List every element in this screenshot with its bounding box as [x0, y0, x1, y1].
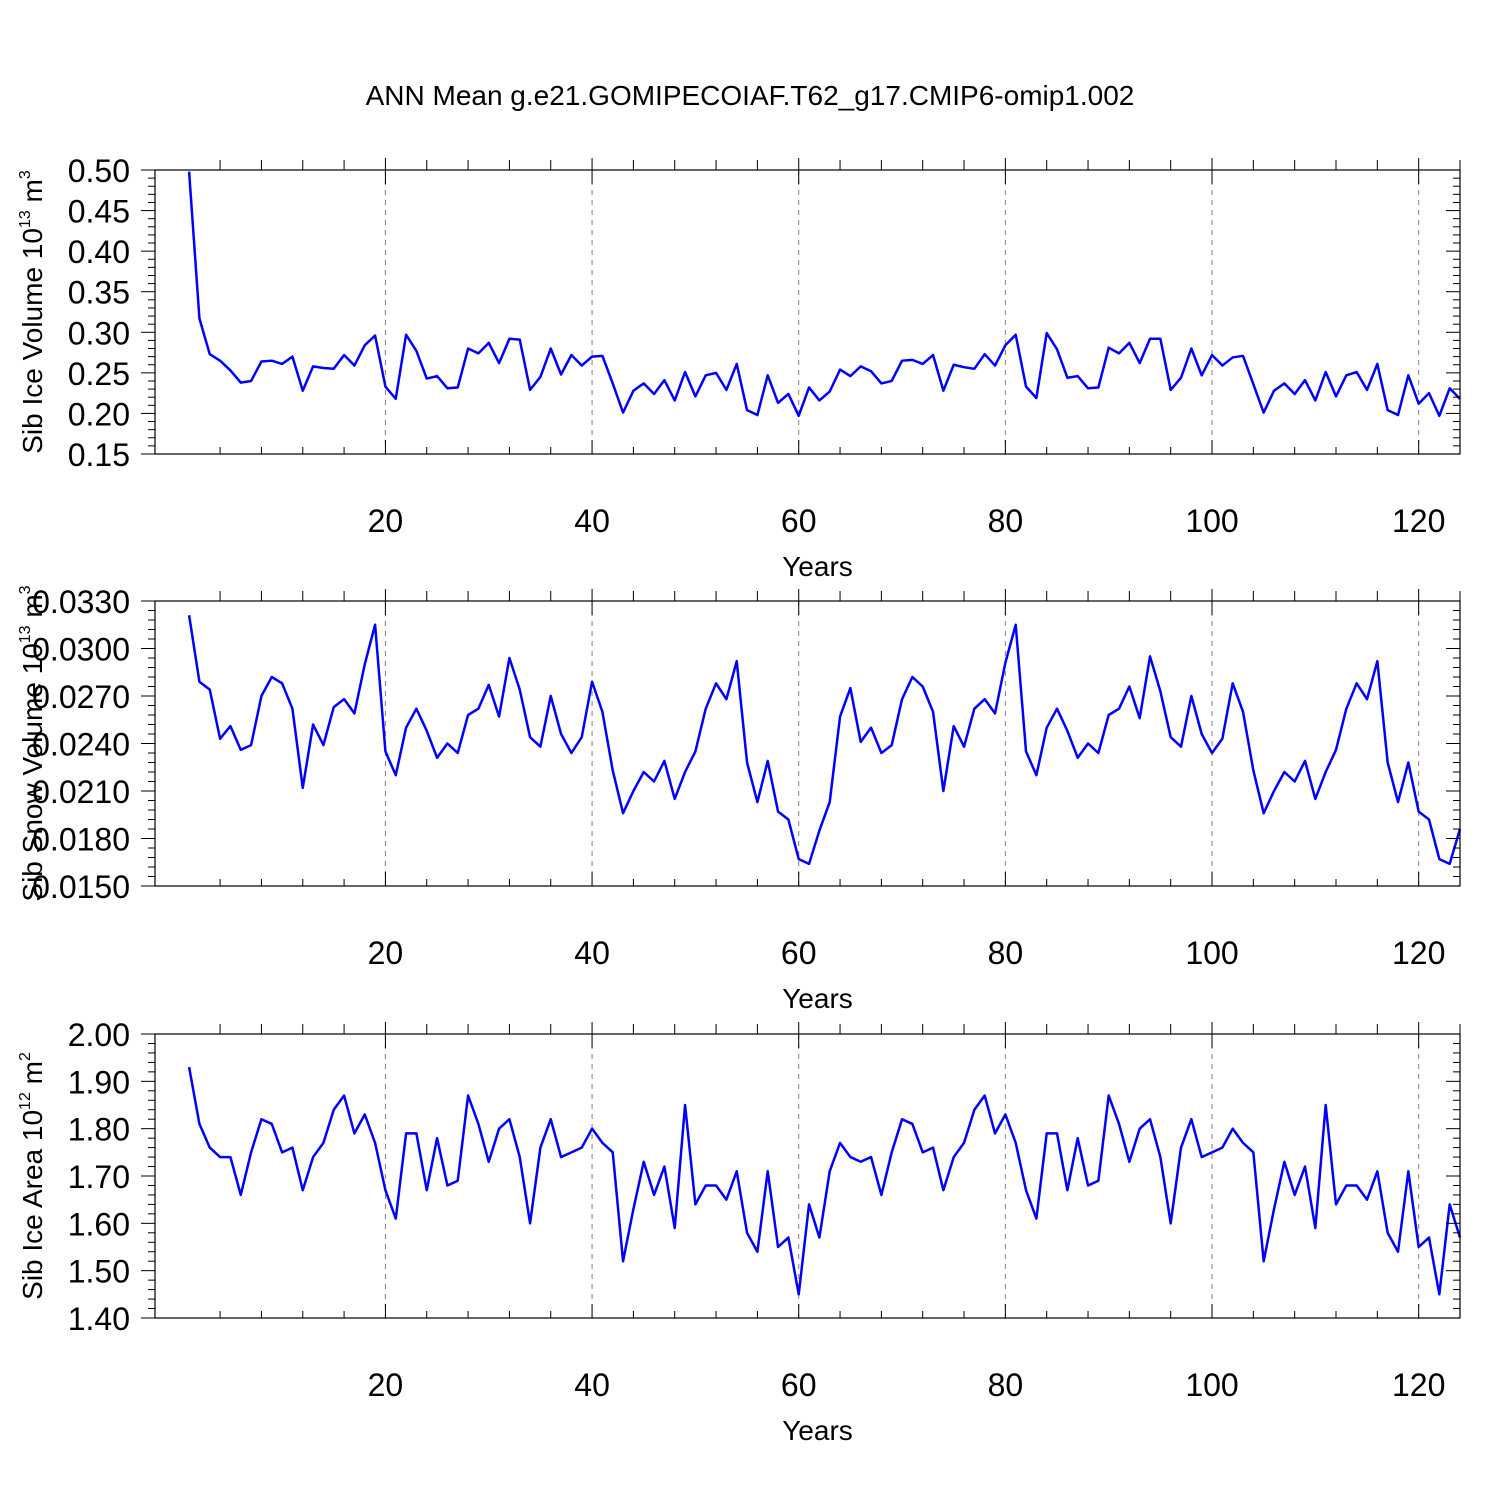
x-tick-label: 20 — [368, 1367, 404, 1403]
y-tick-label: 0.20 — [68, 396, 130, 432]
y-axis-title-text: Sib Ice Volume 10 — [17, 228, 48, 454]
x-tick-label: 100 — [1185, 1367, 1238, 1403]
y-tick-label: 0.0210 — [32, 774, 130, 810]
plot-frame — [154, 169, 1461, 455]
y-tick-label: 1.50 — [68, 1254, 130, 1290]
y-tick-label: 0.0270 — [32, 679, 130, 715]
y-tick-label: 0.30 — [68, 315, 130, 351]
x-tick-label: 60 — [781, 503, 817, 539]
series-line-1 — [187, 615, 1462, 866]
x-axis-title: Years — [782, 983, 853, 1014]
plot-frame — [154, 600, 1461, 887]
y-tick-label: 0.45 — [68, 194, 130, 230]
x-tick-label: 60 — [781, 935, 817, 971]
y-tick-label: 0.0150 — [32, 869, 130, 905]
x-tick-label: 20 — [368, 935, 404, 971]
y-axis-title-unit-exponent: 2 — [17, 1052, 34, 1061]
y-tick-label: 1.40 — [68, 1301, 130, 1337]
x-tick-label: 80 — [988, 935, 1024, 971]
y-axis-title-unit: m — [17, 179, 48, 210]
x-axis-title: Years — [782, 551, 853, 582]
y-tick-label: 0.40 — [68, 234, 130, 270]
x-tick-label: 120 — [1392, 503, 1445, 539]
chart-panel-2: 20 40 60 80 100 120 0.0150 0.0180 0.0210 0.0240 0.… — [17, 584, 1462, 1014]
y-tick-label: 0.35 — [68, 275, 130, 311]
x-tick-label: 100 — [1185, 935, 1238, 971]
y-tick-label: 0.0180 — [32, 822, 130, 858]
y-tick-label: 0.15 — [68, 437, 130, 473]
chart-panel-3: 20 40 60 80 100 120 1.40 1.50 1.60 1.70 1.80 1.90 2.… — [17, 1017, 1462, 1446]
x-tick-label: 40 — [574, 503, 610, 539]
y-axis-title-exponent: 13 — [17, 625, 34, 643]
y-tick-label: 0.25 — [68, 356, 130, 392]
x-axis-title: Years — [782, 1415, 853, 1446]
y-axis-title-exponent: 12 — [17, 1092, 34, 1110]
y-axis-title-unit: m — [17, 1061, 48, 1092]
y-tick-label: 1.60 — [68, 1206, 130, 1242]
x-tick-label: 40 — [574, 935, 610, 971]
x-tick-label: 20 — [368, 503, 404, 539]
y-tick-label: 0.50 — [68, 153, 130, 189]
y-tick-label: 1.80 — [68, 1112, 130, 1148]
y-axis-title: Sib Ice Volume 1013 m3 — [17, 170, 48, 454]
y-axis-title: Sib Ice Area 1012 m2 — [17, 1052, 48, 1300]
y-axis-title-text: Sib Ice Area 10 — [17, 1110, 48, 1300]
x-tick-label: 60 — [781, 1367, 817, 1403]
y-axis-title-unit-exponent: 3 — [17, 170, 34, 179]
x-tick-label: 80 — [988, 503, 1024, 539]
y-axis-title-unit-exponent: 3 — [17, 585, 34, 594]
x-tick-label: 120 — [1392, 935, 1445, 971]
chart-panel-1: 20 40 60 80 100 120 0.15 0.20 0.25 0.30 0.35 0.40 0.… — [17, 153, 1461, 582]
plot-frame — [154, 1033, 1461, 1319]
y-tick-label: 1.90 — [68, 1064, 130, 1100]
x-tick-label: 80 — [988, 1367, 1024, 1403]
y-tick-label: 0.0330 — [32, 584, 130, 620]
page-title: ANN Mean g.e21.GOMIPECOIAF.T62_g17.CMIP6… — [365, 80, 1135, 111]
y-axis-title-exponent: 13 — [17, 210, 34, 228]
y-axis-title: Sib Snow Volume 1013 m3 — [17, 585, 48, 901]
y-tick-label: 0.0240 — [32, 727, 130, 763]
x-tick-label: 40 — [574, 1367, 610, 1403]
x-tick-label: 100 — [1185, 503, 1238, 539]
y-axis-title-unit: m — [17, 594, 48, 625]
x-tick-label: 120 — [1392, 1367, 1445, 1403]
y-tick-label: 0.0300 — [32, 632, 130, 668]
series-line-1 — [187, 1066, 1462, 1296]
y-tick-label: 2.00 — [68, 1017, 130, 1053]
y-axis-title-text: Sib Snow Volume 10 — [17, 643, 48, 901]
series-line-1 — [187, 171, 1461, 418]
y-tick-label: 1.70 — [68, 1159, 130, 1195]
